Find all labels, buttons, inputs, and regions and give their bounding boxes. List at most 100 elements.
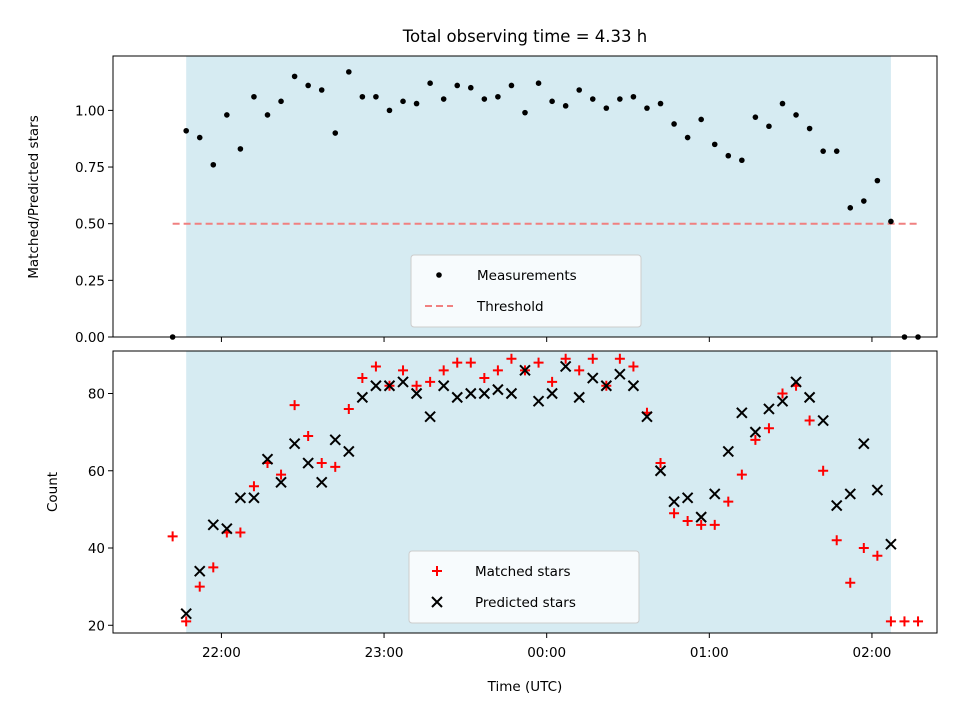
legend-x-swatch xyxy=(431,596,443,608)
matched-star-point xyxy=(655,458,666,469)
matched-star-point xyxy=(370,361,381,372)
top-y-tick-label: 0.25 xyxy=(75,273,105,289)
matched-star-point xyxy=(276,469,287,480)
matched-star-point xyxy=(804,415,815,426)
measurement-point xyxy=(820,148,826,154)
measurement-point xyxy=(684,134,691,141)
predicted-star-point xyxy=(722,445,734,458)
top-axes-frame xyxy=(112,55,938,338)
matched-star-point xyxy=(818,465,829,476)
measurement-point xyxy=(657,100,664,107)
predicted-star-point xyxy=(668,495,680,508)
matched-star-point xyxy=(885,616,896,627)
predicted-star-point xyxy=(573,391,585,404)
matched-star-point xyxy=(872,550,883,561)
measurement-point xyxy=(698,116,704,123)
matched-star-point xyxy=(574,365,585,376)
predicted-star-point xyxy=(790,376,802,388)
measurement-point xyxy=(752,114,759,120)
measurement-point xyxy=(833,148,840,154)
measurement-point xyxy=(549,98,555,105)
matched-star-point xyxy=(628,361,639,372)
measurement-point xyxy=(739,157,745,164)
matched-star-point xyxy=(723,496,734,507)
predicted-star-point xyxy=(627,380,640,392)
predicted-star-point xyxy=(234,492,247,504)
matched-star-point xyxy=(289,400,300,411)
predicted-star-point xyxy=(763,403,775,415)
measurement-point xyxy=(251,93,257,100)
legend-label: Matched stars xyxy=(475,564,571,580)
x-tick-label: 22:00 xyxy=(202,645,241,661)
predicted-star-point xyxy=(397,376,409,388)
bottom-legend: Matched stars Predicted stars xyxy=(408,550,640,624)
matched-star-point xyxy=(398,365,409,376)
measurement-point xyxy=(359,93,366,100)
legend-label: Predicted stars xyxy=(475,595,576,611)
matched-star-point xyxy=(709,519,720,530)
matched-star-point xyxy=(533,357,544,368)
matched-star-point xyxy=(438,365,449,376)
predicted-star-point xyxy=(288,438,301,450)
measurement-point xyxy=(535,80,542,86)
measurement-point xyxy=(630,93,637,100)
predicted-star-point xyxy=(343,445,355,458)
matched-star-point xyxy=(750,434,761,445)
predicted-star-point xyxy=(600,380,613,392)
predicted-star-point xyxy=(654,465,667,477)
legend-label: Threshold xyxy=(476,299,544,315)
x-tick-label: 02:00 xyxy=(852,645,891,661)
top-y-tick-label: 0.00 xyxy=(75,330,105,346)
measurement-point xyxy=(874,177,881,184)
predicted-star-point xyxy=(248,492,260,504)
legend-plus-swatch xyxy=(432,566,442,576)
matched-star-point xyxy=(303,430,314,441)
measurement-point xyxy=(183,127,189,134)
x-tick-label: 01:00 xyxy=(690,645,729,661)
measurement-point xyxy=(603,105,610,111)
top-legend-box xyxy=(410,254,642,328)
measurement-point xyxy=(386,107,393,114)
matched-star-point xyxy=(235,527,246,538)
predicted-star-point xyxy=(831,499,843,512)
measurement-point xyxy=(576,87,583,93)
predicted-star-point xyxy=(451,391,463,404)
measurement-point xyxy=(725,152,732,159)
predicted-star-point xyxy=(587,372,599,384)
measurement-point xyxy=(711,141,718,148)
matched-star-point xyxy=(248,481,259,492)
predicted-star-point xyxy=(519,364,531,377)
matched-star-point xyxy=(831,535,842,546)
top-y-axis-label: Matched/Predicted stars xyxy=(26,115,42,278)
matched-star-point xyxy=(777,388,788,399)
measurement-point xyxy=(440,96,447,102)
matched-star-point xyxy=(492,365,503,376)
measurement-point xyxy=(766,123,772,130)
measurement-point xyxy=(508,82,515,89)
predicted-star-point xyxy=(465,387,477,400)
predicted-star-point xyxy=(709,488,721,500)
matched-star-point xyxy=(411,380,422,391)
predicted-star-point xyxy=(194,565,206,577)
matched-star-point xyxy=(506,353,517,364)
matched-star-point xyxy=(167,531,178,542)
measurement-point xyxy=(806,125,813,132)
predicted-star-point xyxy=(817,414,829,427)
measurement-point xyxy=(210,161,217,168)
matched-star-point xyxy=(330,461,341,472)
matched-star-point xyxy=(194,581,205,592)
bottom-axes-frame xyxy=(112,350,938,634)
predicted-star-point xyxy=(681,492,694,504)
predicted-star-point xyxy=(736,407,748,419)
matched-star-point xyxy=(547,376,558,387)
predicted-star-point xyxy=(302,457,314,469)
top-legend: Measurements Threshold xyxy=(410,254,642,328)
predicted-star-point xyxy=(275,476,287,489)
matched-star-point xyxy=(181,616,192,627)
measurement-point xyxy=(278,98,284,105)
matched-star-point xyxy=(614,353,625,364)
bottom-panel: 20 40 60 80 22:00 23:00 00:00 01:00 02:00 Matched… xyxy=(88,350,938,661)
predicted-star-point xyxy=(559,360,572,373)
matched-star-point xyxy=(208,562,219,573)
